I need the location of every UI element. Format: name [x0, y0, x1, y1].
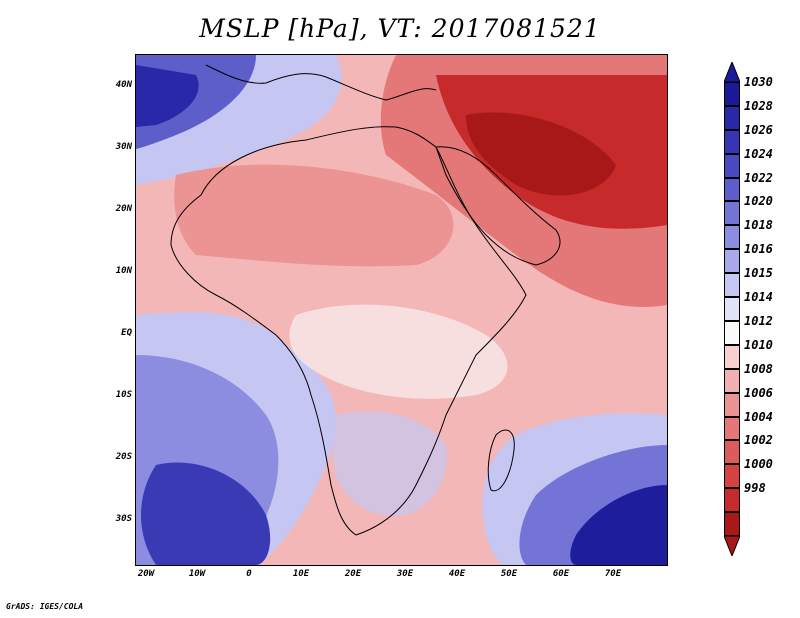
legend-swatch [724, 320, 740, 345]
sahara-low [174, 164, 454, 267]
legend-swatch [724, 249, 740, 274]
lon-label: 20W [137, 569, 155, 579]
legend-label: 1026 [744, 122, 773, 137]
legend-label: 1008 [744, 361, 773, 376]
europe-coastline [205, 64, 437, 101]
equatorial-neutral [289, 304, 508, 399]
legend-label: 1004 [744, 409, 773, 424]
legend-swatch [724, 82, 740, 106]
pressure-map [135, 54, 668, 566]
color-legend [724, 62, 740, 556]
legend-swatch [724, 368, 740, 393]
legend-label: 1020 [744, 194, 773, 209]
legend-swatch [724, 105, 740, 130]
legend-label: 1015 [744, 266, 773, 281]
legend-swatch [724, 416, 740, 441]
legend-label: 1012 [744, 313, 773, 328]
lon-label: 20E [344, 569, 362, 579]
lon-label: 30E [396, 569, 414, 579]
legend-swatch [724, 464, 740, 489]
credit: GrADS: IGES/COLA [6, 602, 84, 611]
legend-swatch [724, 512, 740, 536]
legend-label: 1022 [744, 170, 773, 185]
legend-swatch [724, 297, 740, 321]
lat-label: 10N [115, 266, 132, 276]
map-title: MSLP [hPa], VT: 2017081521 [199, 14, 601, 43]
lon-label: 70E [604, 569, 622, 579]
lat-label: 20N [115, 204, 132, 214]
legend-swatch [724, 225, 740, 250]
atlantic-high-core [141, 462, 271, 565]
south-africa-blue [332, 411, 447, 516]
legend-swatch [724, 201, 740, 226]
legend-swatch [724, 392, 740, 417]
legend-label: 1018 [744, 218, 773, 233]
lon-label: 50E [500, 569, 518, 579]
lon-label: 40E [448, 569, 466, 579]
lon-label: 10W [188, 569, 206, 579]
africa-coastline [170, 126, 527, 536]
lat-label: EQ [121, 328, 132, 338]
legend-label: 1002 [744, 433, 773, 448]
lat-label: 30N [115, 142, 132, 152]
legend-swatch [724, 153, 740, 178]
middle-east-low-deep [466, 112, 616, 196]
lon-label: 0 [246, 569, 252, 579]
legend-swatch [724, 129, 740, 154]
north-high-deep [136, 65, 199, 127]
legend-swatch [724, 488, 740, 513]
lat-label: 10S [115, 390, 132, 400]
legend-label: 998 [744, 481, 766, 496]
legend-swatch [724, 273, 740, 298]
legend-label: 1028 [744, 98, 773, 113]
legend-swatch [724, 344, 740, 369]
lat-label: 30S [115, 514, 132, 524]
legend-top-arrow [724, 62, 740, 83]
legend-label: 1006 [744, 385, 773, 400]
lon-label: 60E [552, 569, 570, 579]
lon-label: 10E [292, 569, 310, 579]
indian-high-core [570, 485, 667, 565]
legend-label: 1016 [744, 242, 773, 257]
lat-label: 20S [115, 452, 132, 462]
legend-swatch [724, 177, 740, 202]
legend-label: 1010 [744, 337, 773, 352]
legend-bottom-arrow [724, 535, 740, 556]
arabia-coastline [435, 146, 561, 266]
legend-label: 1014 [744, 290, 773, 305]
lat-label: 40N [115, 80, 132, 90]
legend-label: 1030 [744, 75, 773, 89]
pressure-field [136, 55, 667, 565]
legend-swatch [724, 440, 740, 465]
legend-label: 1000 [744, 457, 773, 472]
madagascar-coastline [487, 429, 515, 492]
legend-label: 1024 [744, 146, 773, 161]
